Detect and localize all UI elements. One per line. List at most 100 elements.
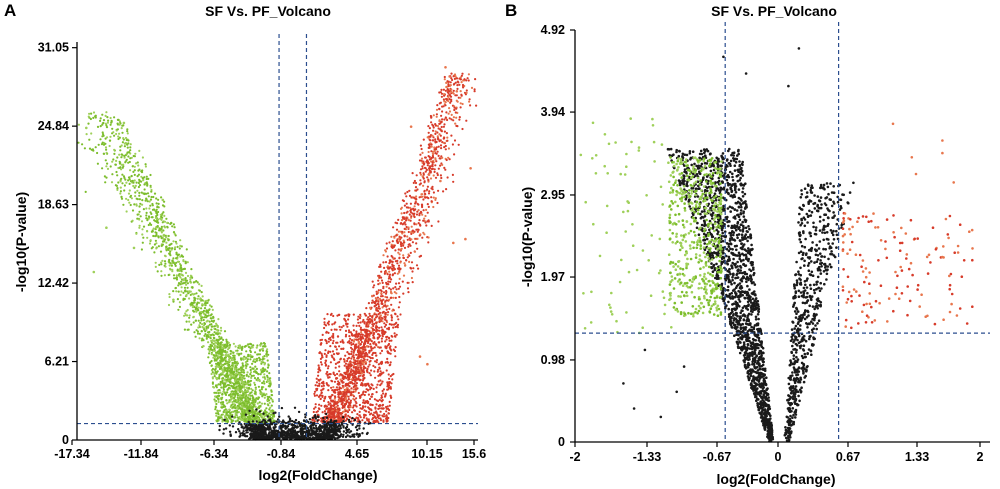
data-point [145,211,148,214]
data-point [392,287,395,290]
data-point [180,290,183,293]
data-point [124,161,127,164]
data-point [434,123,437,126]
data-point [398,266,401,270]
data-point [206,319,209,322]
data-point [390,334,393,338]
data-point [126,128,129,131]
data-point [395,234,398,237]
data-point [167,273,170,277]
data-point [418,183,421,186]
data-point [434,176,438,179]
data-point [134,152,137,155]
data-point [177,284,180,287]
data-point [460,74,463,77]
data-point [230,368,234,371]
data-point [249,404,253,407]
data-point [351,411,354,414]
data-point [245,350,248,353]
data-point [226,391,229,394]
data-point [380,372,383,375]
data-point [133,173,136,176]
data-point [406,256,409,259]
data-point [167,303,171,307]
data-point [454,111,457,114]
data-point [423,162,426,165]
data-point [330,328,333,331]
data-point [226,388,229,391]
data-point [192,316,195,319]
data-point [350,350,353,353]
data-point [377,363,380,366]
data-point [141,156,144,159]
data-point [331,404,335,407]
data-point [187,328,190,331]
data-point [236,352,239,355]
data-point [368,330,371,333]
data-point [266,366,270,369]
data-point [256,397,260,401]
data-point [222,383,225,387]
data-point [105,126,109,129]
data-point [356,362,360,365]
data-point [172,257,175,260]
data-point [372,413,375,417]
data-point [226,414,230,417]
data-point [172,231,176,234]
data-point [243,383,246,386]
data-point [218,394,221,397]
data-point [325,331,328,334]
data-point [221,393,224,396]
data-point [147,177,150,180]
data-point [235,385,238,388]
data-point [336,372,339,376]
data-point [370,340,373,343]
data-point [340,380,343,383]
data-point [218,374,221,378]
data-point [105,176,108,179]
data-point [352,390,355,394]
data-point [208,304,212,307]
data-point [437,189,440,192]
data-point [230,384,233,387]
data-point [375,330,378,333]
data-point [237,380,240,383]
data-point [439,164,442,167]
data-point [263,415,266,418]
data-point [152,234,155,238]
data-point [238,382,241,385]
data-point [437,154,440,157]
data-point [360,340,363,344]
data-point [223,330,227,333]
data-point [344,402,347,405]
data-point [201,337,204,340]
data-point [268,372,271,375]
data-point [249,373,252,376]
data-point [262,380,265,383]
data-point [378,367,381,370]
data-point [239,345,242,348]
data-point [430,150,433,153]
data-point [406,238,409,241]
data-point [455,116,458,119]
data-point [425,224,428,227]
data-point [323,326,326,330]
data-point [230,418,233,421]
data-point [347,318,350,321]
data-point [236,394,240,397]
data-point [221,377,225,380]
data-point [320,392,323,395]
data-point [240,415,244,418]
data-point [234,389,237,392]
data-point [431,152,434,155]
data-point [207,314,210,317]
data-point [144,163,147,166]
data-point [355,345,358,349]
data-point [193,296,196,299]
data-point [413,205,416,208]
data-point [186,314,189,317]
data-point [137,181,140,185]
data-point [166,221,169,224]
data-point [444,104,447,107]
data-point [204,333,207,336]
